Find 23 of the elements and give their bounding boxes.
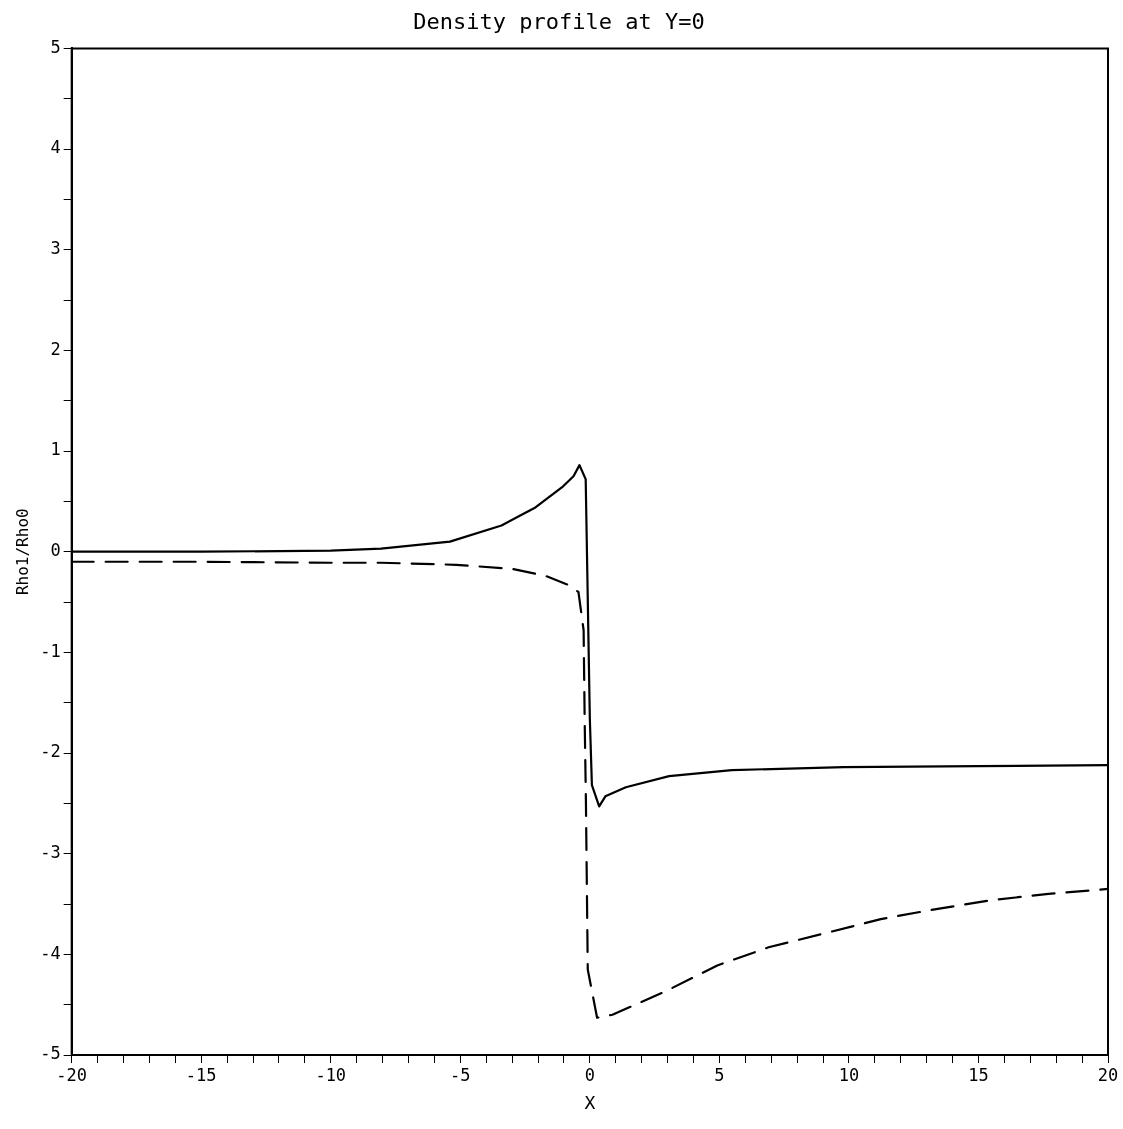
y-axis-title: Rho1/Rho0 <box>12 508 32 596</box>
chart-title: Density profile at Y=0 <box>413 8 705 34</box>
y-tick-label: -2 <box>40 741 61 762</box>
x-tick-label: 15 <box>968 1064 989 1085</box>
x-tick-label: 0 <box>584 1064 595 1085</box>
y-tick-label: 2 <box>50 338 61 359</box>
x-tick-label: 10 <box>838 1064 860 1085</box>
y-tick-label: -5 <box>40 1043 61 1064</box>
x-tick-label: -10 <box>315 1064 347 1085</box>
y-tick-label: 1 <box>50 439 61 460</box>
x-tick-label: -20 <box>56 1064 88 1085</box>
y-tick-label: -4 <box>40 942 61 963</box>
x-tick-label: -15 <box>185 1064 217 1085</box>
y-tick-label: 5 <box>50 36 61 57</box>
x-tick-label: 5 <box>714 1064 725 1085</box>
x-tick-label: -5 <box>450 1064 471 1085</box>
y-tick-label: 3 <box>50 238 61 259</box>
y-tick-label: 4 <box>50 137 61 158</box>
x-axis-title: X <box>584 1091 596 1113</box>
y-tick-label: -3 <box>40 842 61 863</box>
y-tick-label: -1 <box>40 640 61 661</box>
y-tick-label: 0 <box>50 540 61 561</box>
x-tick-label: 20 <box>1097 1064 1119 1085</box>
